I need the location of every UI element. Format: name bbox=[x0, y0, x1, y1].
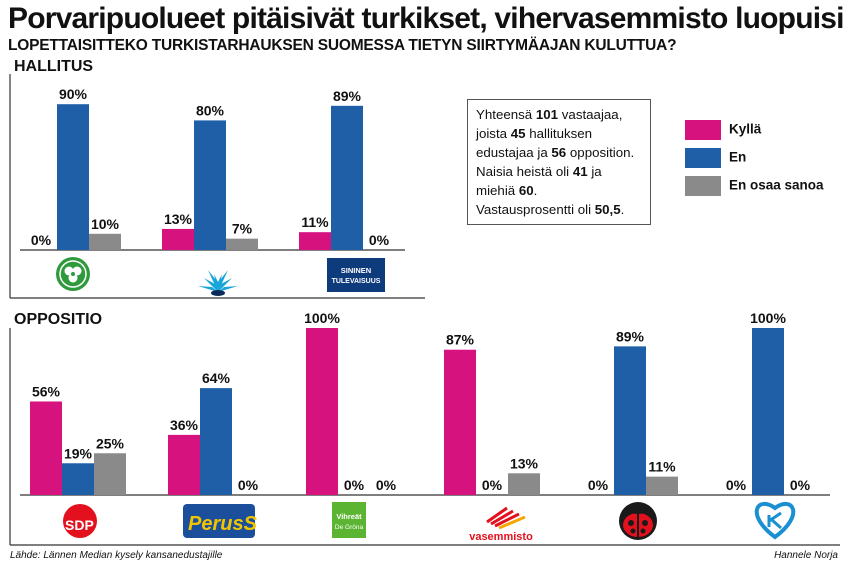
value-label-oppositio-vasemmistoliitto-kyll: 87% bbox=[446, 332, 475, 348]
value-label-oppositio-vasemmistoliitto-en-osaa-sanoa: 13% bbox=[510, 455, 539, 471]
bar-hallitus-keskusta-en-osaa-sanoa bbox=[89, 233, 121, 250]
bar-oppositio-vasemmistoliitto-kyll bbox=[444, 349, 476, 495]
bar-oppositio-perussuomalaiset-en bbox=[200, 388, 232, 495]
legend-item-kylla: Kyllä bbox=[685, 120, 761, 140]
legend-swatch-en bbox=[685, 148, 721, 168]
perussuomalaiset-logo: PerusS bbox=[183, 504, 258, 538]
value-label-oppositio-vihre-t-kyll: 100% bbox=[304, 310, 340, 326]
value-label-hallitus-keskusta-kyll: 0% bbox=[31, 232, 52, 248]
keskusta-logo bbox=[56, 257, 90, 291]
section-label-hallitus: HALLITUS bbox=[14, 58, 94, 75]
sdp-logo: SDP bbox=[63, 504, 97, 538]
section-label-oppositio: OPPOSITIO bbox=[14, 311, 103, 328]
sininen-logo-text-2: TULEVAISUUS bbox=[332, 278, 381, 285]
value-label-oppositio-rkp-kyll: 0% bbox=[588, 477, 609, 493]
bars-layer bbox=[30, 104, 784, 495]
value-labels-layer: 0% 90% 10% 13% 80% 7% 11% 89% 0% 56% 19%25% 36% 64% 0… bbox=[31, 86, 811, 493]
sininen-logo-text-1: SININEN bbox=[341, 266, 371, 275]
bar-oppositio-perussuomalaiset-kyll bbox=[168, 434, 200, 495]
vasemmistoliitto-logo: vasemmisto bbox=[469, 506, 533, 543]
value-label-oppositio-kd-en-osaa-sanoa: 0% bbox=[790, 477, 811, 493]
value-label-oppositio-sdp-kyll: 56% bbox=[32, 383, 61, 399]
chart-title: Porvaripuolueet pitäisivät turkikset, vi… bbox=[8, 2, 844, 35]
legend-swatch-kylla bbox=[685, 120, 721, 140]
bar-oppositio-sdp-kyll bbox=[30, 401, 62, 495]
bar-hallitus-sininen-tulevaisuus-en bbox=[331, 105, 363, 250]
bar-oppositio-kd-en bbox=[752, 328, 784, 495]
kd-logo bbox=[754, 501, 796, 540]
chart-subtitle: LOPETTAISITTEKO TURKISTARHAUKSEN SUOMESS… bbox=[8, 37, 677, 54]
vihreat-logo-text-1: Vihreät bbox=[336, 512, 362, 521]
bar-oppositio-vasemmistoliitto-en-osaa-sanoa bbox=[508, 473, 540, 495]
value-label-oppositio-vihre-t-en: 0% bbox=[344, 477, 365, 493]
respondent-info-box: Yhteensä 101 vastaajaa, joista 45 hallit… bbox=[467, 99, 651, 225]
value-label-oppositio-perussuomalaiset-kyll: 36% bbox=[170, 417, 199, 433]
source-note: Lähde: Lännen Median kysely kansanedusta… bbox=[10, 550, 223, 561]
value-label-hallitus-keskusta-en: 90% bbox=[59, 86, 88, 102]
sdp-logo-text: SDP bbox=[65, 517, 94, 533]
value-label-hallitus-sininen-tulevaisuus-kyll: 11% bbox=[301, 214, 329, 230]
value-label-oppositio-vasemmistoliitto-en: 0% bbox=[482, 477, 503, 493]
value-label-hallitus-sininen-tulevaisuus-en: 89% bbox=[333, 88, 362, 104]
value-label-oppositio-vihre-t-en-osaa-sanoa: 0% bbox=[376, 477, 397, 493]
info-line-5: miehiä 60. bbox=[476, 183, 538, 198]
value-label-hallitus-kokoomus-en: 80% bbox=[196, 102, 225, 118]
info-line-1: Yhteensä 101 vastaajaa, bbox=[476, 107, 623, 122]
info-line-4: Naisia heistä oli 41 ja bbox=[476, 164, 602, 179]
bar-oppositio-rkp-en-osaa-sanoa bbox=[646, 476, 678, 495]
bar-oppositio-rkp-en bbox=[614, 346, 646, 495]
legend-item-en: En bbox=[685, 148, 746, 168]
legend-item-en-osaa-sanoa: En osaa sanoa bbox=[685, 176, 824, 196]
bar-hallitus-keskusta-en bbox=[57, 104, 89, 250]
rkp-logo bbox=[619, 502, 657, 540]
vihreat-logo: Vihreät De Gröna bbox=[332, 502, 366, 538]
author-credit: Hannele Norja bbox=[774, 550, 838, 561]
sininen-tulevaisuus-logo: SININEN TULEVAISUUS bbox=[327, 258, 385, 292]
value-label-oppositio-sdp-en: 19% bbox=[64, 445, 93, 461]
info-line-2: joista 45 hallituksen bbox=[476, 126, 593, 141]
value-label-hallitus-kokoomus-en-osaa-sanoa: 7% bbox=[232, 221, 253, 237]
info-line-3: edustajaa ja 56 opposition. bbox=[476, 145, 635, 160]
bar-oppositio-sdp-en-osaa-sanoa bbox=[94, 453, 126, 495]
vas-logo-text: vasemmisto bbox=[469, 531, 533, 543]
value-label-oppositio-kd-kyll: 0% bbox=[726, 477, 747, 493]
value-label-oppositio-rkp-en: 89% bbox=[616, 328, 645, 344]
legend-swatch-en-osaa-sanoa bbox=[685, 176, 721, 196]
value-label-oppositio-rkp-en-osaa-sanoa: 11% bbox=[648, 459, 676, 475]
bar-hallitus-kokoomus-kyll bbox=[162, 228, 194, 250]
value-label-hallitus-keskusta-en-osaa-sanoa: 10% bbox=[91, 216, 120, 232]
value-label-oppositio-sdp-en-osaa-sanoa: 25% bbox=[96, 435, 125, 451]
value-label-oppositio-perussuomalaiset-en: 64% bbox=[202, 370, 231, 386]
value-label-hallitus-kokoomus-kyll: 13% bbox=[164, 211, 193, 227]
bar-hallitus-kokoomus-en-osaa-sanoa bbox=[226, 238, 258, 250]
info-line-6: Vastausprosentti oli 50,5. bbox=[476, 202, 625, 217]
bar-oppositio-sdp-en bbox=[62, 463, 94, 495]
value-label-oppositio-perussuomalaiset-en-osaa-sanoa: 0% bbox=[238, 477, 259, 493]
bar-hallitus-sininen-tulevaisuus-kyll bbox=[299, 232, 331, 250]
bar-oppositio-vihre-t-kyll bbox=[306, 328, 338, 495]
vihreat-logo-text-2: De Gröna bbox=[335, 524, 364, 531]
value-label-oppositio-kd-en: 100% bbox=[750, 310, 786, 326]
ps-logo-text: PerusS bbox=[188, 513, 258, 535]
kokoomus-logo bbox=[198, 270, 238, 296]
value-label-hallitus-sininen-tulevaisuus-en-osaa-sanoa: 0% bbox=[369, 232, 390, 248]
bar-hallitus-kokoomus-en bbox=[194, 120, 226, 251]
